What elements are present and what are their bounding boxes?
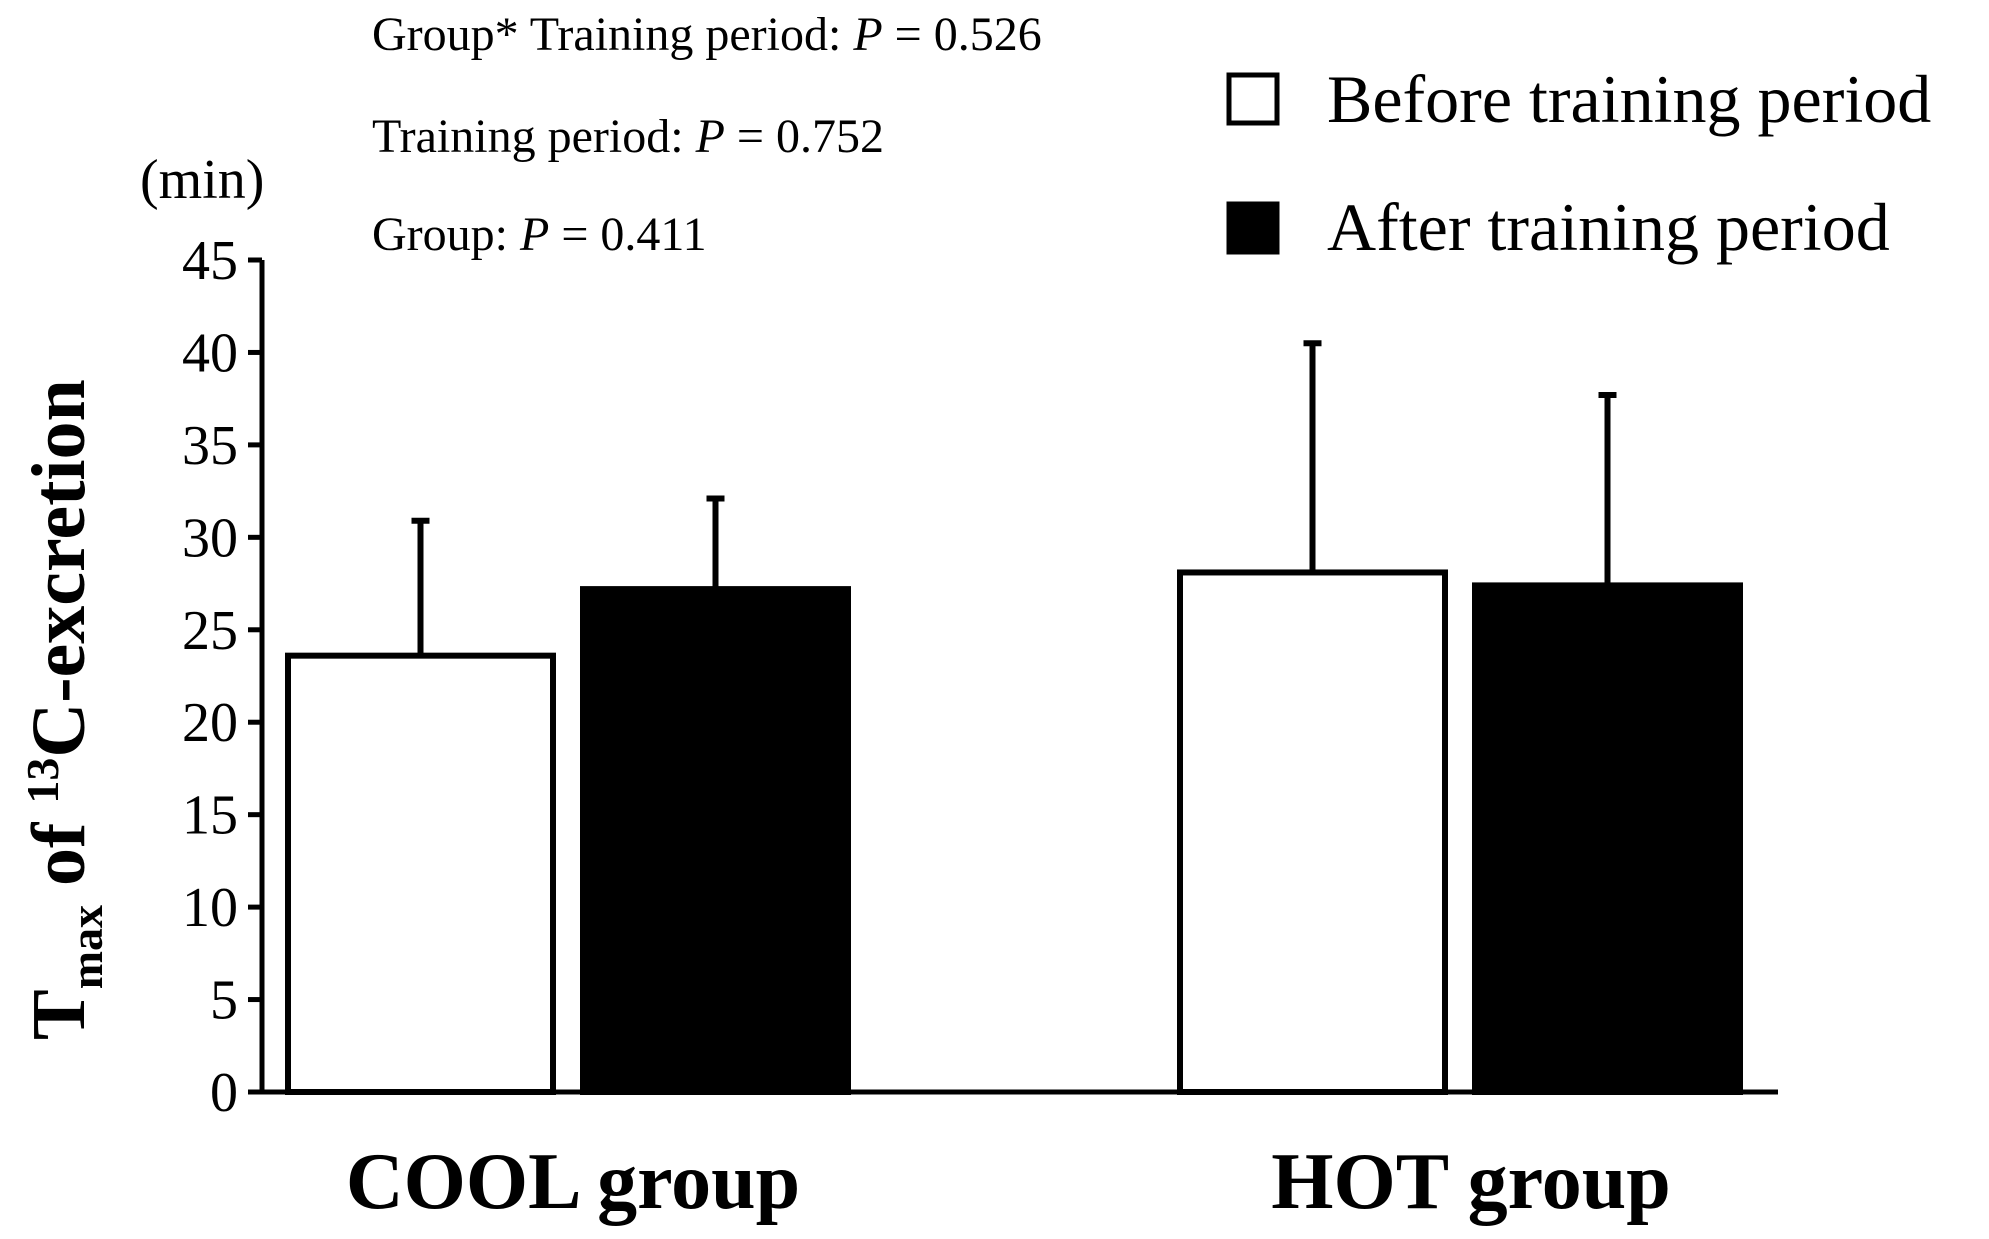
y-axis-unit: (min) [140,149,264,211]
category-label-cool: COOL group [346,1138,800,1226]
bar-after-cool [580,586,851,1095]
y-tick-label: 0 [210,1062,238,1124]
y-tick-label: 40 [182,322,238,384]
y-axis-label: Tmax of 13C-excretion [17,379,112,1040]
legend: Before training period After training pe… [1226,61,1931,265]
y-tick-label: 35 [182,415,238,477]
y-tick-label: 15 [182,785,238,847]
bars [285,340,1743,1095]
y-tick-label: 45 [182,230,238,292]
annotation-group: Group: P = 0.411 [372,208,707,261]
bar-before-hot [1177,569,1448,1095]
y-tick-label: 5 [210,970,238,1032]
y-axis-ticks: 0 5 10 15 20 25 30 35 40 45 [182,230,262,1124]
bar-before-cool [285,652,556,1095]
legend-label-before: Before training period [1327,61,1931,137]
legend-label-after: After training period [1327,189,1890,265]
category-label-hot: HOT group [1271,1138,1670,1226]
annotation-training-period: Training period: P = 0.752 [372,110,884,163]
y-tick-label: 10 [182,877,238,939]
y-tick-label: 25 [182,600,238,662]
legend-swatch-before [1226,72,1280,126]
bar-after-hot [1472,582,1743,1095]
y-tick-label: 30 [182,507,238,569]
annotation-interaction: Group* Training period: P = 0.526 [372,8,1042,61]
legend-swatch-after [1226,201,1280,255]
y-tick-label: 20 [182,692,238,754]
